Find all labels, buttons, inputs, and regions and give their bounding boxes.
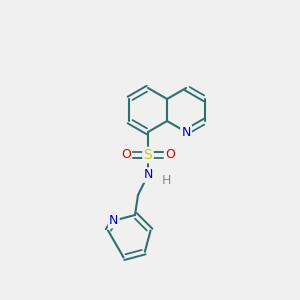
Text: O: O xyxy=(165,148,175,161)
Text: N: N xyxy=(143,169,153,182)
Text: N: N xyxy=(182,125,191,139)
Text: H: H xyxy=(161,173,171,187)
Text: S: S xyxy=(144,148,152,162)
Text: O: O xyxy=(121,148,131,161)
Text: N: N xyxy=(109,214,119,227)
